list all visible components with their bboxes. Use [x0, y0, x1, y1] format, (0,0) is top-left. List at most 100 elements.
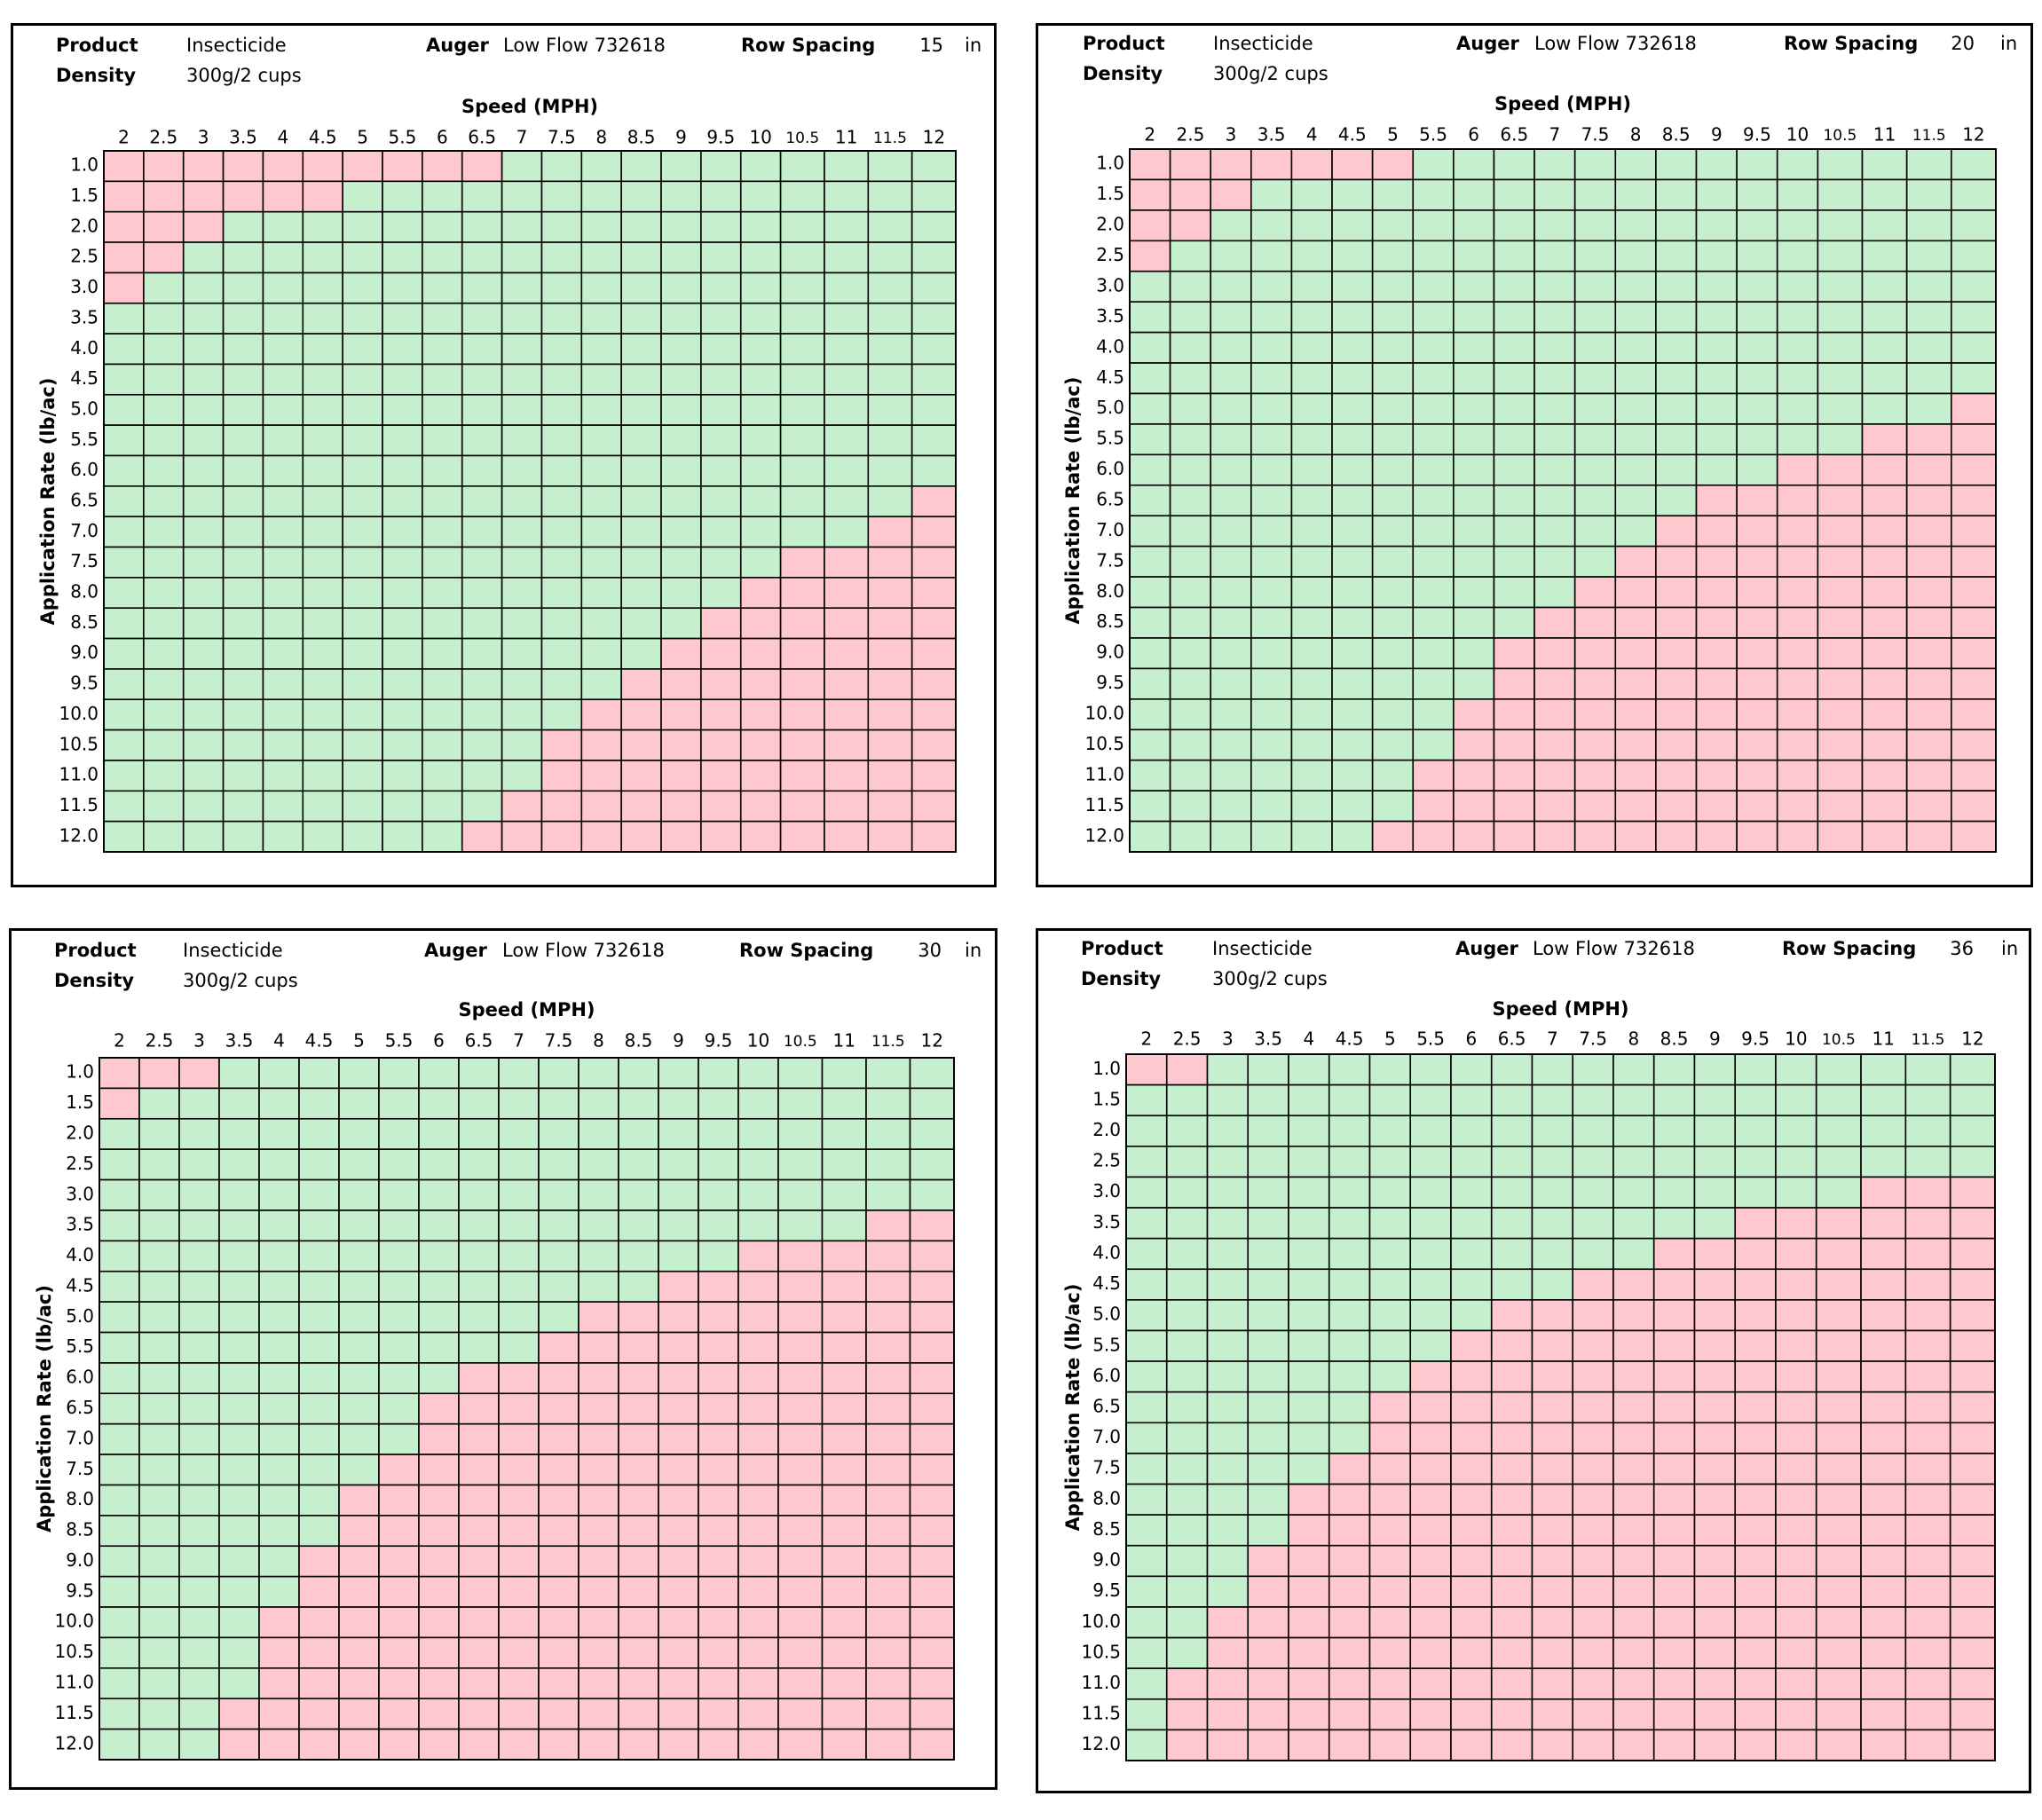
heatmap-cell-in-range	[1125, 1729, 1168, 1761]
heatmap-cell-in-range	[1493, 209, 1535, 242]
heatmap-cell-out-of-range	[1614, 790, 1657, 823]
heatmap-cell-in-range	[302, 546, 343, 579]
heatmap-cell-out-of-range	[498, 1636, 540, 1669]
heatmap-cell-in-range	[620, 302, 662, 335]
heatmap-cell-out-of-range	[338, 1667, 380, 1700]
heatmap-cell-out-of-range	[865, 1515, 911, 1548]
heatmap-cell-in-range	[620, 333, 662, 366]
heatmap-cell-in-range	[1412, 484, 1455, 517]
heatmap-cell-in-range	[824, 210, 870, 243]
heatmap-cell-in-range	[458, 1301, 500, 1334]
heatmap-cell-out-of-range	[498, 1606, 540, 1639]
heatmap-cell-in-range	[1612, 1146, 1655, 1178]
heatmap-cell-out-of-range	[1736, 576, 1778, 609]
heatmap-cell-out-of-range	[1247, 1544, 1289, 1578]
heatmap-cell-in-range	[103, 668, 145, 701]
heatmap-cell-out-of-range	[824, 607, 870, 640]
heatmap-cell-in-range	[143, 333, 185, 366]
heatmap-cell-out-of-range	[298, 1667, 340, 1700]
heatmap-cell-in-range	[1328, 1083, 1371, 1117]
heatmap-cell-in-range	[1614, 240, 1657, 272]
heatmap-cell-in-range	[867, 272, 913, 304]
heatmap-cell-in-range	[1331, 637, 1374, 670]
x-tick-label: 2	[114, 1030, 125, 1052]
heatmap-cell-in-range	[378, 1240, 420, 1272]
heatmap-cell-out-of-range	[1533, 637, 1576, 670]
heatmap-cell-in-range	[1776, 240, 1819, 272]
heatmap-cell-in-range	[540, 363, 583, 396]
heatmap-cell-in-range	[1612, 1053, 1655, 1086]
heatmap-cell-in-range	[660, 424, 702, 457]
heatmap-cell-out-of-range	[578, 1698, 619, 1730]
heatmap-cell-in-range	[143, 302, 185, 335]
heatmap-cell-out-of-range	[1165, 1698, 1209, 1731]
heatmap-cell-in-range	[1412, 545, 1455, 578]
heatmap-cell-in-range	[1614, 515, 1657, 548]
heatmap-cell-out-of-range	[909, 1454, 955, 1486]
heatmap-cell-out-of-range	[1695, 698, 1738, 731]
heatmap-cell-in-range	[461, 210, 503, 243]
x-tick-label: 3	[198, 127, 209, 148]
heatmap-cell-out-of-range	[1904, 1391, 1951, 1424]
heatmap-cell-in-range	[1614, 331, 1657, 364]
density-label: Density	[1081, 968, 1161, 989]
heatmap-cell-in-range	[182, 272, 225, 304]
heatmap-cell-out-of-range	[660, 820, 702, 853]
heatmap-cell-in-range	[1247, 1237, 1289, 1271]
heatmap-cell-in-range	[103, 760, 145, 792]
heatmap-cell-in-range	[1206, 1575, 1250, 1608]
heatmap-cell-out-of-range	[1288, 1606, 1330, 1639]
heatmap-cell-in-range	[382, 516, 423, 548]
heatmap-cell-out-of-range	[103, 210, 145, 243]
heatmap-cell-out-of-range	[737, 1728, 779, 1761]
heatmap-cell-in-range	[1125, 1391, 1168, 1424]
heatmap-cell-in-range	[1210, 545, 1252, 578]
heatmap-cell-in-range	[382, 820, 423, 853]
heatmap-cell-in-range	[1493, 423, 1535, 456]
y-tick-label: 11.5	[1081, 1703, 1121, 1724]
y-tick-label: 4.5	[1092, 1272, 1121, 1294]
y-tick-label: 1.0	[1096, 153, 1124, 174]
heatmap-cell-in-range	[1614, 209, 1657, 242]
heatmap-cell-in-range	[461, 272, 503, 304]
heatmap-cell-in-range	[501, 729, 543, 761]
heatmap-cell-out-of-range	[1531, 1544, 1574, 1578]
heatmap-cell-in-range	[1734, 1083, 1777, 1117]
heatmap-cell-out-of-range	[143, 241, 185, 274]
x-tick-label: 2	[1144, 124, 1155, 146]
heatmap-cell-in-range	[1288, 1207, 1330, 1240]
heatmap-cell-out-of-range	[1655, 606, 1698, 639]
heatmap-cell-in-range	[1371, 576, 1415, 609]
heatmap-cell-in-range	[298, 1331, 340, 1364]
heatmap-cell-out-of-range	[739, 790, 782, 823]
heatmap-cell-out-of-range	[338, 1545, 380, 1578]
heatmap-cell-in-range	[1371, 362, 1415, 395]
heatmap-cell-out-of-range	[498, 1698, 540, 1730]
heatmap-cell-in-range	[143, 454, 185, 487]
heatmap-cell-out-of-range	[1290, 148, 1333, 181]
heatmap-cell-in-range	[1169, 729, 1212, 761]
heatmap-cell-in-range	[498, 1148, 540, 1181]
heatmap-cell-in-range	[1371, 331, 1415, 364]
heatmap-cell-in-range	[1165, 1207, 1209, 1240]
heatmap-cell-out-of-range	[1949, 1360, 1996, 1393]
heatmap-cell-out-of-range	[1371, 820, 1415, 853]
heatmap-cell-in-range	[538, 1301, 579, 1334]
heatmap-cell-in-range	[99, 1636, 140, 1669]
heatmap-cell-out-of-range	[865, 1454, 911, 1486]
heatmap-cell-in-range	[1493, 331, 1535, 364]
heatmap-cell-out-of-range	[1652, 1453, 1696, 1485]
heatmap-cell-out-of-range	[461, 820, 503, 853]
heatmap-cell-out-of-range	[418, 1392, 460, 1425]
heatmap-cell-in-range	[99, 1698, 140, 1730]
heatmap-cell-out-of-range	[1490, 1729, 1533, 1761]
heatmap-cell-out-of-range	[739, 607, 782, 640]
heatmap-cell-in-range	[1493, 240, 1535, 272]
heatmap-cell-out-of-range	[1736, 545, 1778, 578]
heatmap-cell-in-range	[1776, 178, 1819, 211]
heatmap-cell-out-of-range	[458, 1667, 500, 1700]
heatmap-cell-in-range	[262, 577, 304, 610]
heatmap-cell-in-range	[342, 637, 383, 670]
heatmap-cell-out-of-range	[1776, 759, 1819, 792]
heatmap-cell-in-range	[342, 363, 383, 396]
